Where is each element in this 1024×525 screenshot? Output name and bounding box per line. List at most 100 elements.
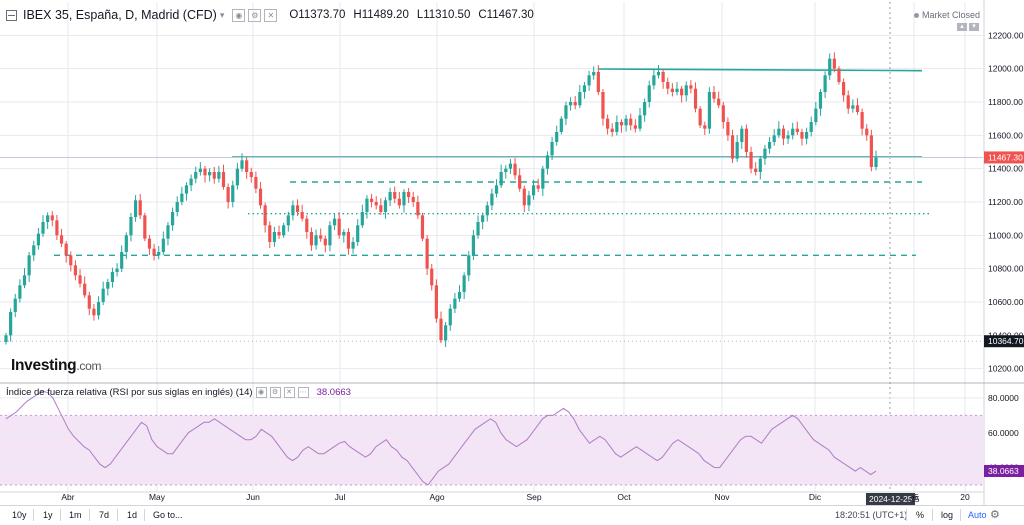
symbol-title[interactable]: IBEX 35, España, D, Madrid (CFD) [23,8,217,22]
price-tick-label: 12000.00 [988,64,1024,74]
candle-body [411,197,415,202]
candle-body [670,88,674,92]
clock-timezone[interactable]: 18:20:51 (UTC+1) [835,510,908,520]
candle-body [328,225,332,246]
time-tick-label: Jun [246,492,260,502]
candle-body [157,252,161,256]
candle-body [837,68,841,82]
candle-body [101,288,105,302]
chevron-down-icon[interactable]: ▾ [219,9,225,20]
goto-button[interactable]: Go to... [153,510,183,520]
candle-body [726,122,730,136]
log-scale-button[interactable]: log [941,510,954,520]
close-icon[interactable]: ✕ [283,387,295,398]
time-tick-label: 20 [960,492,970,502]
candle-body [444,325,448,341]
candle-body [767,142,772,149]
eye-icon[interactable]: ◉ [232,8,246,22]
time-tick-label: Nov [714,492,730,502]
range-7d-button[interactable]: 7d [99,510,110,520]
candle-body [4,335,8,342]
candle-body [582,85,587,92]
price-tick-label: 11400.00 [988,164,1023,174]
candle-body [828,58,832,76]
candle-body [666,82,670,89]
candle-body [286,215,290,226]
candle-body [865,128,869,136]
candle-body [27,255,31,276]
candle-body [374,202,378,206]
candle-body [633,125,637,129]
time-tick-label: Dic [809,492,822,502]
range-1y-button[interactable]: 1y [43,510,53,520]
candle-body [485,205,489,216]
candle-body [314,235,318,246]
percent-scale-button[interactable]: % [916,510,925,520]
rsi-line [5,390,877,486]
price-tick-label: 10800.00 [988,264,1024,274]
candle-body [712,92,716,99]
candle-body [855,105,860,112]
gear-icon[interactable]: ⚙ [990,509,1000,521]
candle-body [319,235,323,239]
candle-body [643,102,647,116]
settings-icon[interactable]: ⚙ [269,387,281,398]
price-tick-label: 10600.00 [988,297,1024,307]
auto-scale-button[interactable]: Auto [968,510,987,520]
eye-icon[interactable]: ◉ [255,387,267,398]
candle-body [369,198,374,202]
candle-body [448,308,452,326]
candle-body [332,218,337,226]
candle-body [120,252,124,269]
candle-body [73,265,78,276]
bottom-toolbar: 10y 1y 1m 7d 1d Go to... 18:20:51 (UTC+1… [0,505,1024,525]
candle-body [781,128,786,139]
reference-price-badge [984,335,1024,348]
candle-body [295,205,300,212]
rsi-title: Índice de fuerza relativa (RSI por sus s… [6,387,253,398]
candle-body [226,187,230,202]
candle-body [601,92,605,119]
candle-body [393,192,397,199]
price-tick-label: 11600.00 [988,130,1023,140]
candle-body [874,157,878,167]
range-1m-button[interactable]: 1m [69,510,82,520]
candle-body [693,88,698,109]
candle-body [596,72,600,92]
range-1d-button[interactable]: 1d [127,510,138,520]
scroll-down-icon[interactable]: ▾ [969,23,979,31]
candle-body [527,195,531,206]
scale-buttons: ▴ ▾ [957,23,979,31]
last-price-badge [984,151,1024,164]
scroll-up-icon[interactable]: ▴ [957,23,967,31]
candle-body [471,235,475,256]
logo-brand: Investing [11,357,77,374]
candle-body [194,172,198,179]
close-icon[interactable]: ✕ [264,8,278,22]
ohlc-high: H11489.20 [353,9,409,21]
candle-body [795,128,799,132]
candle-body [36,233,40,246]
more-icon[interactable]: ⋯ [297,387,309,398]
candle-body [522,188,526,206]
range-10y-button[interactable]: 10y [12,510,27,520]
candle-body [754,168,758,172]
candle-body [680,88,684,96]
time-tick-label: Jul [335,492,346,502]
candle-body [629,118,633,126]
candle-body [379,205,383,212]
time-tick-label: May [149,492,166,502]
candle-body [490,193,494,206]
collapse-legend-icon[interactable] [6,9,17,21]
candle-body [439,318,443,341]
divider [60,509,61,521]
rsi-value: 38.0663 [316,387,351,398]
candle-body [309,232,314,246]
settings-icon[interactable]: ⚙ [248,8,262,22]
candle-body [124,235,128,252]
candle-body [541,168,545,189]
candle-body [337,218,341,236]
candle-body [180,193,184,202]
candle-body [467,255,471,276]
